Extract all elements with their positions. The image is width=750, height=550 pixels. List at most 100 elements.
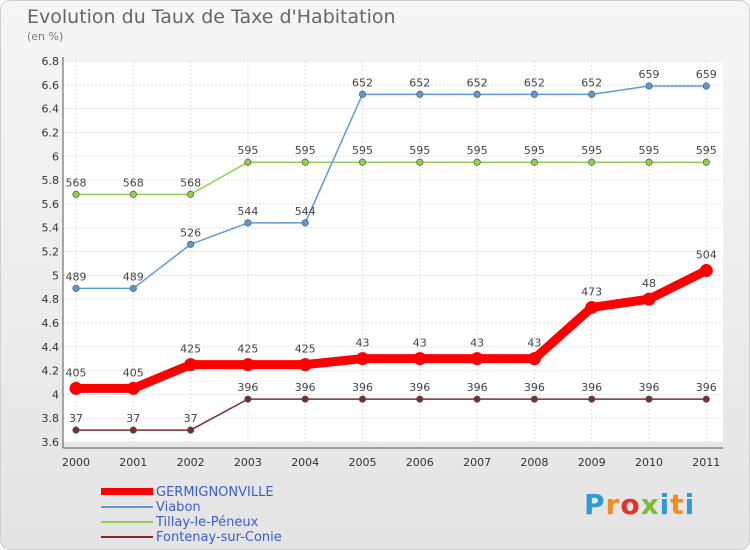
data-point [129,426,137,434]
data-label: 544 [237,205,258,218]
data-label: 473 [581,285,602,298]
data-label: 396 [352,381,373,394]
y-tick-label: 5.8 [42,174,60,187]
data-label: 489 [66,270,87,283]
data-label: 652 [524,76,545,89]
data-point [473,90,481,98]
data-point [358,395,367,403]
data-point [298,358,312,372]
legend-swatch-germignonville [101,488,153,495]
data-label: 504 [696,249,717,262]
data-point [645,158,653,166]
data-point [702,82,710,90]
proxiti-logo: Proxiti [584,488,696,521]
y-tick-label: 6.4 [42,103,60,116]
legend-swatch-fontenay [101,536,153,538]
x-tick-label: 2007 [463,456,491,469]
data-label: 595 [237,144,258,157]
x-tick-label: 2000 [62,456,90,469]
legend-label: GERMIGNONVILLE [156,485,274,500]
data-point [72,190,80,198]
data-label: 595 [524,144,545,157]
data-label: 396 [581,381,602,394]
data-label: 37 [69,412,83,425]
data-label: 43 [470,337,484,350]
data-label: 425 [180,343,201,356]
x-tick-label: 2008 [520,456,548,469]
data-point [530,90,538,98]
data-label: 568 [180,176,201,189]
data-label: 405 [66,366,87,379]
data-point [416,395,424,403]
series-line-3 [76,398,707,431]
data-label: 37 [126,412,140,425]
data-point [642,292,656,306]
data-label: 595 [409,144,430,157]
data-label: 396 [639,381,660,394]
line-chart: 3.6 3.8 4 4.2 4.4 4.6 4.8 5 5.2 5.4 5.6 5.8 6 6.2 6.4 6… [42,55,723,469]
data-point [244,395,252,403]
data-point [645,395,653,403]
data-point [72,284,80,292]
data-label: 652 [467,76,488,89]
series-line-2 [76,161,707,196]
x-tick-label: 2002 [177,456,205,469]
data-label: 43 [356,337,370,350]
data-point [527,352,541,366]
y-tick-label: 6.2 [42,126,60,139]
legend-label: Viabon [156,500,201,515]
data-point [187,426,195,434]
data-label: 652 [581,76,602,89]
data-point [187,240,195,248]
data-point [699,264,713,278]
data-point [588,158,596,166]
data-label: 425 [237,343,258,356]
data-point [244,219,252,227]
x-tick-label: 2006 [406,456,434,469]
data-point [645,82,653,90]
chart-title: Evolution du Taux de Taxe d'Habitation [27,6,396,28]
data-label: 396 [295,381,316,394]
x-tick-label: 2005 [349,456,377,469]
data-point [416,90,424,98]
data-point [473,158,481,166]
data-point [241,358,255,372]
data-point [413,352,427,366]
data-label: 595 [581,144,602,157]
data-label: 489 [123,270,144,283]
data-label: 396 [237,381,258,394]
data-label: 526 [180,226,201,239]
y-tick-label: 5.4 [42,222,60,235]
data-label: 48 [642,277,656,290]
data-label: 595 [639,144,660,157]
x-tick-label: 2003 [234,456,262,469]
data-point [129,190,137,198]
data-label: 595 [295,144,316,157]
data-point [69,381,83,395]
data-point [184,358,198,372]
data-point [585,300,599,314]
chart-subtitle: (en %) [27,30,64,43]
x-tick-label: 2004 [291,456,319,469]
x-tick-label: 2009 [578,456,606,469]
data-point [358,158,367,166]
data-label: 652 [409,76,430,89]
data-point [588,395,596,403]
data-label: 595 [467,144,488,157]
data-label: 595 [352,144,373,157]
data-point [702,158,710,166]
y-tick-label: 5 [52,269,59,282]
y-tick-label: 5.6 [42,198,60,211]
series-line-1 [76,85,707,290]
x-tick-label: 2001 [119,456,147,469]
data-label: 405 [123,366,144,379]
y-tick-label: 6.8 [42,55,60,68]
x-tick-label: 2010 [635,456,663,469]
data-point [530,158,538,166]
data-point [473,395,481,403]
legend-swatch-tillay [101,521,153,523]
data-point [72,426,80,434]
data-label: 43 [527,337,541,350]
data-point [470,352,484,366]
